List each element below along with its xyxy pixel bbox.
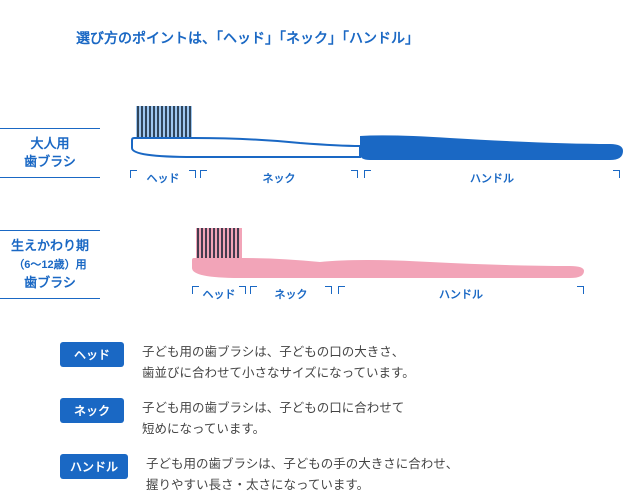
head-desc-line2: 歯並びに合わせて小さなサイズになっています。 <box>142 366 415 380</box>
neck-desc-line2: 短めになっています。 <box>142 422 265 436</box>
adult-part-labels: ヘッド ネック ハンドル <box>130 170 622 192</box>
child-handle-label: ハンドル <box>431 286 491 302</box>
adult-side-label-line2: 歯ブラシ <box>24 154 76 169</box>
adult-side-label: 大人用 歯ブラシ <box>0 128 100 178</box>
neck-desc-line1: 子ども用の歯ブラシは、子どもの口に合わせて <box>142 401 404 415</box>
adult-brush-svg <box>130 96 625 168</box>
child-head-label: ヘッド <box>189 286 249 302</box>
child-brush-svg <box>130 212 625 284</box>
desc-row-head: ヘッド 子ども用の歯ブラシは、子どもの口の大きさ、 歯並びに合わせて小さなサイズ… <box>60 342 612 385</box>
child-neck-label: ネック <box>261 286 321 302</box>
child-side-label-line2: （6～12歳）用 <box>13 259 86 271</box>
head-desc: 子ども用の歯ブラシは、子どもの口の大きさ、 歯並びに合わせて小さなサイズになって… <box>142 342 415 385</box>
desc-row-neck: ネック 子ども用の歯ブラシは、子どもの口に合わせて 短めになっています。 <box>60 398 612 441</box>
handle-desc-line1: 子ども用の歯ブラシは、子どもの手の大きさに合わせ、 <box>146 457 458 471</box>
desc-row-handle: ハンドル 子ども用の歯ブラシは、子どもの手の大きさに合わせ、 握りやすい長さ・太… <box>60 454 612 497</box>
handle-desc-line2: 握りやすい長さ・太さになっています。 <box>146 478 369 492</box>
adult-head-label: ヘッド <box>133 170 193 186</box>
handle-desc: 子ども用の歯ブラシは、子どもの手の大きさに合わせ、 握りやすい長さ・太さになって… <box>146 454 458 497</box>
child-side-label-line1: 生えかわり期 <box>11 238 89 253</box>
adult-brush-body <box>132 138 360 157</box>
adult-neck-label: ネック <box>249 170 309 186</box>
adult-side-label-line1: 大人用 <box>30 136 69 151</box>
child-part-labels: ヘッド ネック ハンドル <box>130 286 622 308</box>
child-side-label-line3: 歯ブラシ <box>24 275 76 290</box>
adult-brush-handle <box>360 135 623 160</box>
adult-brush <box>130 96 622 176</box>
neck-badge: ネック <box>60 398 124 423</box>
handle-badge: ハンドル <box>60 454 128 479</box>
adult-handle-label: ハンドル <box>462 170 522 186</box>
neck-desc: 子ども用の歯ブラシは、子どもの口に合わせて 短めになっています。 <box>142 398 404 441</box>
head-badge: ヘッド <box>60 342 124 367</box>
page-title: 選び方のポイントは、「ヘッド」「ネック」「ハンドル」 <box>76 28 419 48</box>
head-desc-line1: 子ども用の歯ブラシは、子どもの口の大きさ、 <box>142 345 404 359</box>
child-side-label: 生えかわり期 （6～12歳）用 歯ブラシ <box>0 230 100 299</box>
adult-bristles <box>136 106 192 138</box>
child-brush <box>130 212 622 292</box>
child-bristles <box>196 228 242 258</box>
child-brush-body <box>192 258 584 278</box>
